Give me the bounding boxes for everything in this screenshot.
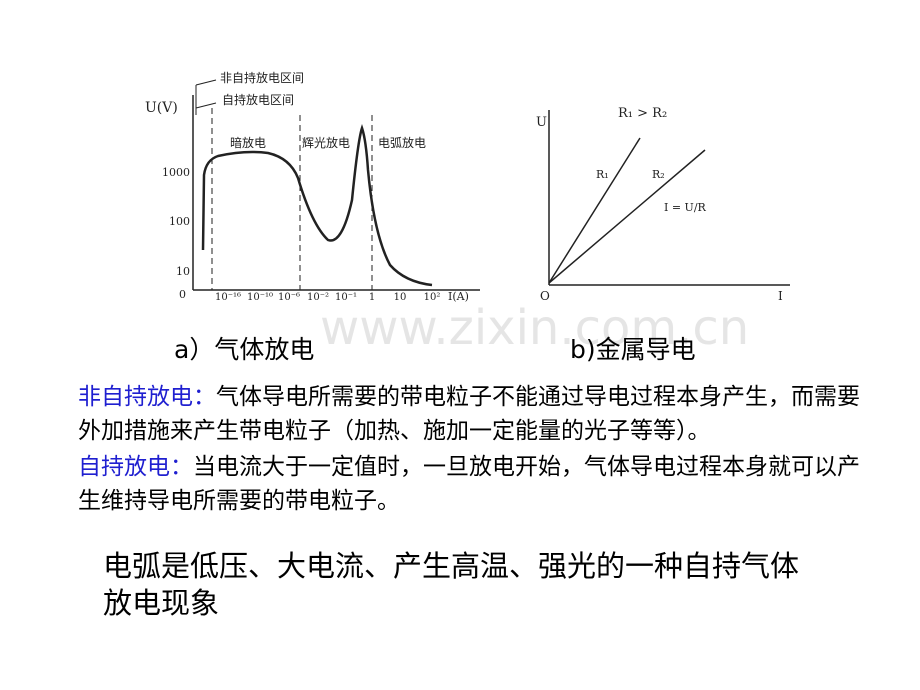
x-axis-label: I [778,289,783,303]
caption: a）气体放电 [174,335,315,364]
definition: 非自持放电：气体导电所需要的带电粒子不能通过导电过程本身产生，而需要外加措施来产… [78,380,878,448]
figures: U(V) 非自持放电区间 自持放电区间 暗放电 辉光放电 电弧放电 1000 1… [145,70,790,303]
relation: R₁ > R₂ [618,106,667,121]
caption: b)金属导电 [570,335,696,364]
line-label: R₂ [652,168,665,181]
annotation: 自持放电区间 [222,92,294,107]
y-tick-label: 100 [169,215,190,228]
y-axis-label: U(V) [145,100,178,116]
y-tick-label: 10 [176,265,190,278]
definition-text: 气体导电所需要的带电粒子不能通过导电过程本身产生，而需要外加措施来产生带电粒子（… [78,384,860,444]
definition: 自持放电：当电流大于一定值时，一旦放电开始，气体导电过程本身就可以产生维持导电所… [78,450,878,518]
figure-b [548,110,790,286]
y-tick-label: 1000 [162,166,190,179]
y-axis-label: U [536,115,547,130]
x-tick-label: 1 [369,292,375,303]
region-label: 暗放电 [230,135,266,150]
x-axis-label: I(A) [448,290,469,303]
figure-a [192,79,480,291]
conclusion: 电弧是低压、大电流、产生高温、强光的一种自持气体放电现象 [103,549,800,620]
annotation: 非自持放电区间 [220,70,304,85]
region-label: 辉光放电 [302,135,350,150]
x-tick-label: 10⁻¹⁰ [247,292,273,303]
region-label: 电弧放电 [378,135,426,150]
term: 非自持放电： [78,384,216,410]
x-tick-label: 10⁻¹ [335,292,357,303]
x-tick-label: 10² [424,292,441,303]
definition-text: 当电流大于一定值时，一旦放电开始，气体导电过程本身就可以产生维持导电所需要的带电… [78,454,860,514]
formula: I = U/R [664,201,707,214]
y-tick-label: 0 [179,288,186,301]
origin: O [540,289,550,303]
term: 自持放电： [78,454,193,480]
line-label: R₁ [596,168,609,181]
x-tick-label: 10 [394,292,407,303]
x-tick-label: 10⁻¹⁶ [215,292,241,303]
x-tick-label: 10⁻² [307,292,329,303]
watermark: www.zixin.com.cn [320,300,750,356]
x-tick-label: 10⁻⁶ [278,292,300,303]
